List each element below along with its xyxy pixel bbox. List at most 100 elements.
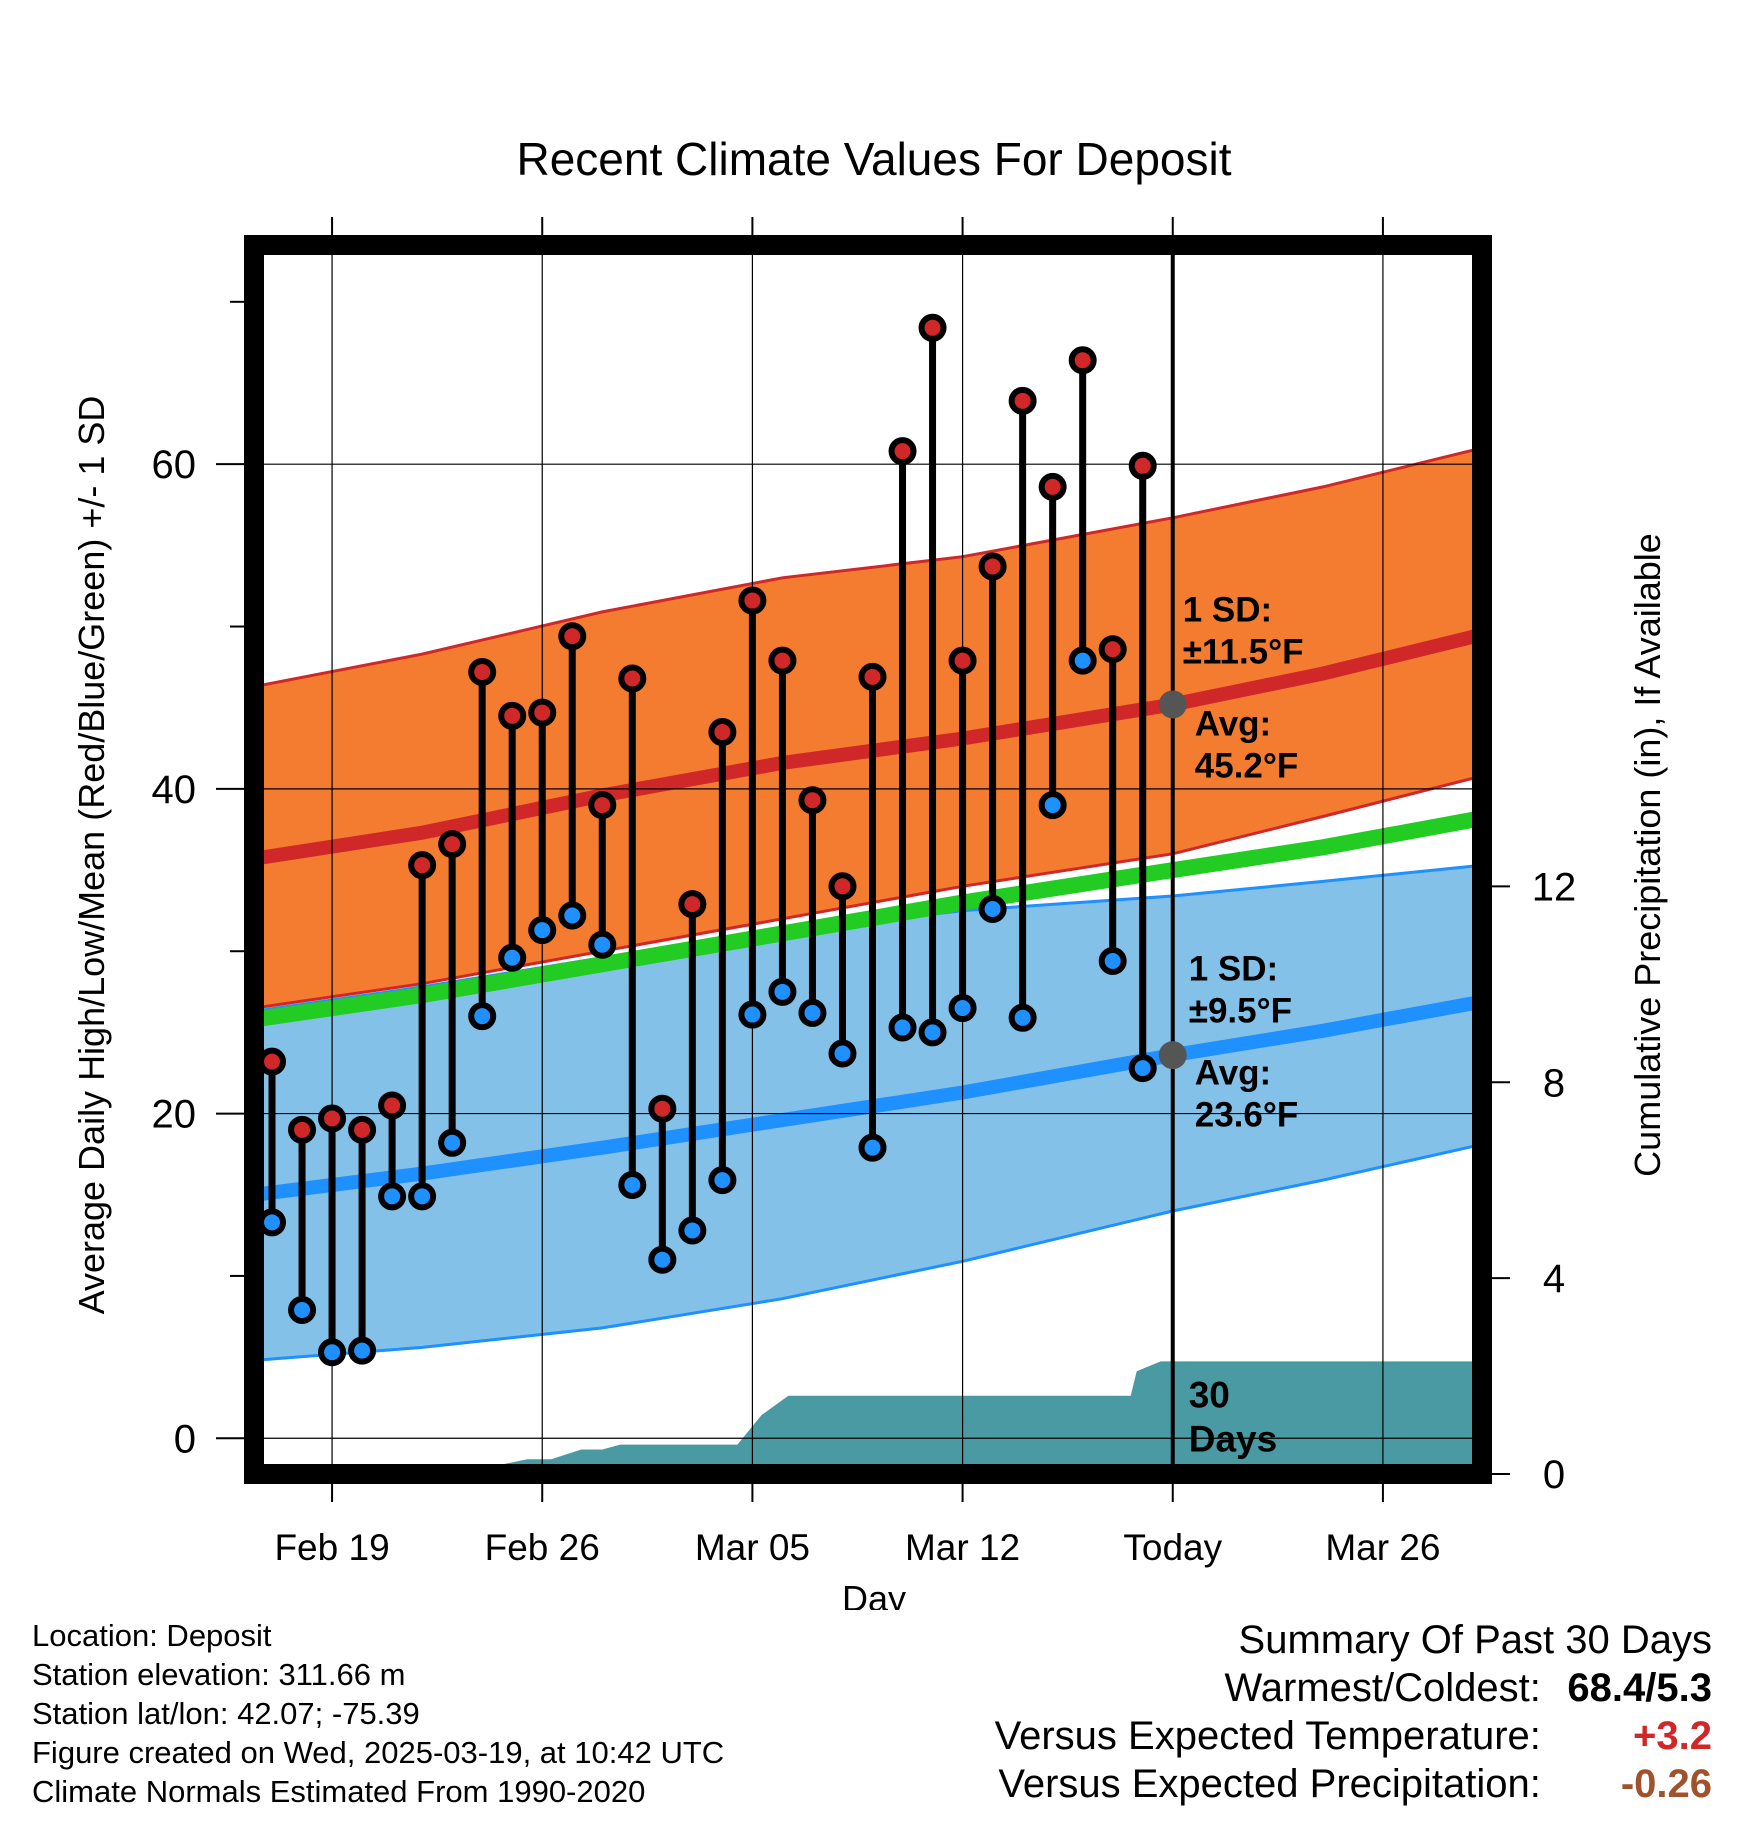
warmest-value: 68.4/5.3 <box>1567 1666 1712 1710</box>
summary-precip-row: Versus Expected Precipitation: -0.26 <box>995 1760 1712 1808</box>
daily-low-marker <box>1128 1054 1157 1083</box>
daily-low-marker <box>948 994 977 1023</box>
daily-low-marker <box>468 1002 497 1031</box>
daily-low-marker <box>1038 791 1067 820</box>
daily-low-marker <box>498 943 527 972</box>
daily-low-marker <box>348 1336 377 1365</box>
warmest-label: Warmest/Coldest: <box>1224 1666 1541 1710</box>
daily-low-marker <box>288 1296 317 1325</box>
today-high-avg-marker <box>1158 690 1187 719</box>
precip-label: Versus Expected Precipitation: <box>998 1762 1541 1806</box>
y-axis-label: Average Daily High/Low/Mean (Red/Blue/Gr… <box>71 396 112 1315</box>
precip-area <box>254 1361 1482 1474</box>
daily-low-marker <box>618 1171 647 1200</box>
daily-high-marker <box>708 718 737 747</box>
daily-low-marker <box>708 1166 737 1195</box>
daily-high-marker <box>1128 451 1157 480</box>
daily-low-marker <box>588 930 617 959</box>
summary-warmest-row: Warmest/Coldest: 68.4/5.3 <box>995 1664 1713 1712</box>
high-avg-annotation: Avg: 45.2°F <box>1195 704 1299 785</box>
daily-low-marker <box>888 1013 917 1042</box>
daily-high-marker <box>348 1115 377 1144</box>
today-low-avg-marker <box>1158 1041 1187 1070</box>
low-sd-lower-line <box>254 1142 1482 1362</box>
y2-tick-label: 8 <box>1543 1061 1565 1105</box>
daily-high-marker <box>1068 346 1097 375</box>
temp-label: Versus Expected Temperature: <box>994 1714 1541 1758</box>
daily-high-marker <box>678 890 707 919</box>
x-tick-label: Mar 26 <box>1325 1527 1440 1568</box>
daily-high-marker <box>528 698 557 727</box>
daily-low-marker <box>438 1128 467 1157</box>
y-tick-label: 60 <box>152 443 197 487</box>
daily-high-marker <box>438 830 467 859</box>
daily-low-marker <box>828 1039 857 1068</box>
daily-high-marker <box>888 437 917 466</box>
daily-low-marker <box>738 1000 767 1029</box>
station-latlon: Station lat/lon: 42.07; -75.39 <box>32 1696 420 1731</box>
daily-high-marker <box>948 646 977 675</box>
daily-low-marker <box>318 1338 347 1367</box>
x-tick-label: Mar 12 <box>905 1527 1020 1568</box>
daily-low-marker <box>1068 646 1097 675</box>
daily-high-marker <box>288 1115 317 1144</box>
high-sd-band <box>254 447 1482 1009</box>
daily-high-marker <box>798 786 827 815</box>
precip-value: -0.26 <box>1620 1762 1712 1806</box>
station-info: Location: Deposit Station elevation: 311… <box>32 1616 724 1811</box>
daily-high-marker <box>738 586 767 615</box>
daily-low-marker <box>678 1216 707 1245</box>
daily-high-marker <box>1008 386 1037 415</box>
low-sd-annotation: 1 SD: ±9.5°F <box>1189 949 1292 1030</box>
daily-high-marker <box>648 1094 677 1123</box>
daily-low-marker <box>918 1018 947 1047</box>
daily-low-marker <box>1008 1003 1037 1032</box>
daily-high-marker <box>618 664 647 693</box>
daily-high-marker <box>588 791 617 820</box>
daily-high-marker <box>408 851 437 880</box>
chart-title: Recent Climate Values For Deposit <box>517 133 1232 185</box>
daily-high-marker <box>468 657 497 686</box>
summary-panel: Summary Of Past 30 Days Warmest/Coldest:… <box>995 1616 1712 1808</box>
daily-high-marker <box>1098 635 1127 664</box>
figure-created: Figure created on Wed, 2025-03-19, at 10… <box>32 1735 725 1770</box>
daily-high-marker <box>1038 472 1067 501</box>
daily-low-marker <box>408 1182 437 1211</box>
climate-chart: Recent Climate Values For Deposit 1 SD: ±… <box>71 133 1668 1610</box>
precip-days-annotation: 30 Days <box>1189 1374 1277 1459</box>
y2-tick-label: 4 <box>1543 1257 1565 1301</box>
daily-high-marker <box>978 552 1007 581</box>
plot-area: 1 SD: ±11.5°F Avg: 45.2°F 1 SD: ±9.5°F Avg: 23.… <box>152 217 1576 1568</box>
daily-low-marker <box>528 916 557 945</box>
x-tick-label: Feb 26 <box>485 1527 600 1568</box>
daily-high-marker <box>828 872 857 901</box>
daily-low-marker <box>378 1182 407 1211</box>
station-elevation: Station elevation: 311.66 m <box>32 1657 406 1692</box>
x-axis-label: Day <box>842 1578 906 1610</box>
y-tick-label: 40 <box>152 768 197 812</box>
daily-low-marker <box>978 895 1007 924</box>
temp-value: +3.2 <box>1633 1714 1712 1758</box>
y2-tick-label: 0 <box>1543 1453 1565 1497</box>
high-sd-annotation: 1 SD: ±11.5°F <box>1183 591 1304 672</box>
x-tick-label: Mar 05 <box>695 1527 810 1568</box>
daily-high-marker <box>768 646 797 675</box>
summary-temp-row: Versus Expected Temperature: +3.2 <box>995 1712 1712 1760</box>
daily-low-marker <box>858 1133 887 1162</box>
daily-high-marker <box>918 313 947 342</box>
x-tick-label: Feb 19 <box>274 1527 389 1568</box>
daily-low-marker <box>648 1245 677 1274</box>
daily-high-marker <box>498 701 527 730</box>
daily-high-marker <box>258 1047 287 1076</box>
y-tick-label: 0 <box>174 1417 196 1461</box>
daily-low-marker <box>768 977 797 1006</box>
low-avg-annotation: Avg: 23.6°F <box>1195 1053 1299 1134</box>
y-tick-label: 20 <box>152 1093 197 1137</box>
plot-interior <box>254 245 1482 1474</box>
daily-low-marker <box>1098 946 1127 975</box>
x-tick-label: Today <box>1123 1527 1222 1568</box>
daily-high-marker <box>858 662 887 691</box>
high-sd-upper-line <box>254 446 1482 689</box>
daily-low-marker <box>798 998 827 1027</box>
climate-normals-period: Climate Normals Estimated From 1990-2020 <box>32 1774 646 1809</box>
